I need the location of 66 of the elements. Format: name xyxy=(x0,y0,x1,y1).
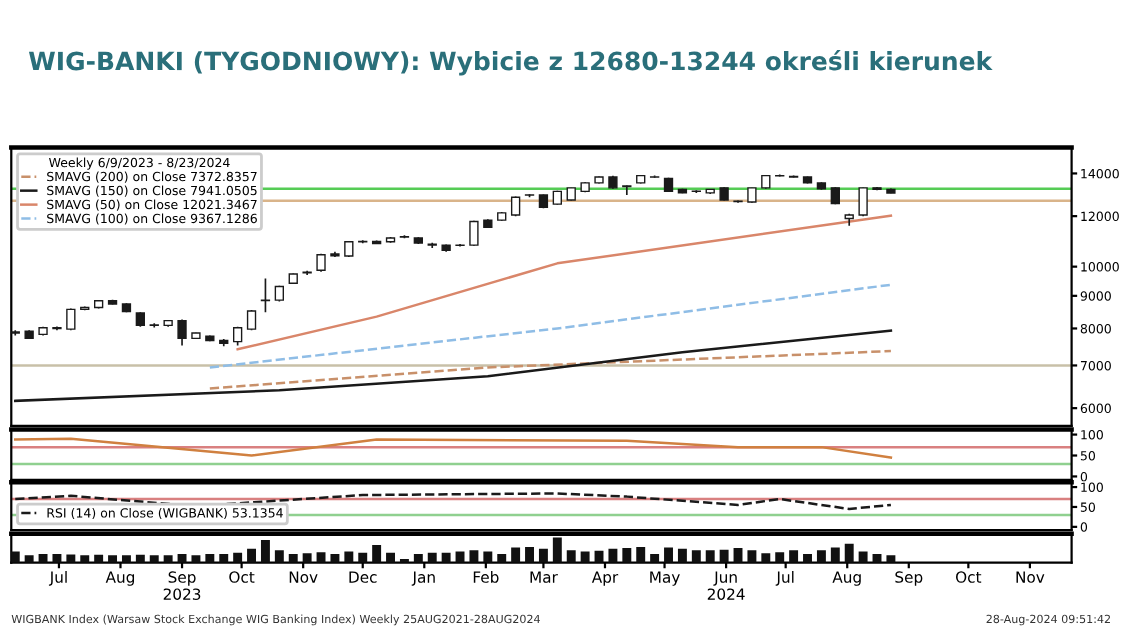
bar xyxy=(816,550,826,563)
bar xyxy=(358,552,368,563)
line-series xyxy=(14,492,893,511)
bar xyxy=(441,552,451,563)
bar xyxy=(525,547,534,563)
line-series xyxy=(14,437,893,459)
bar xyxy=(24,555,34,563)
bar xyxy=(302,553,312,563)
bar xyxy=(219,553,229,563)
bar xyxy=(121,555,131,563)
bar xyxy=(608,548,618,563)
bar xyxy=(789,550,799,563)
bar xyxy=(80,555,90,563)
bar xyxy=(580,551,590,563)
bar xyxy=(830,547,840,563)
bar xyxy=(386,552,395,563)
candlestick xyxy=(858,186,868,217)
bar xyxy=(511,547,521,563)
bar xyxy=(483,551,493,563)
line-series xyxy=(14,329,893,403)
bar xyxy=(316,552,326,563)
bar xyxy=(247,548,257,563)
bar xyxy=(66,554,76,563)
bar xyxy=(497,553,507,563)
bar xyxy=(274,550,284,563)
bar xyxy=(691,550,701,563)
bar xyxy=(622,548,632,563)
bar xyxy=(469,550,479,563)
bar xyxy=(288,553,298,563)
bar xyxy=(677,548,687,563)
chart-title: WIG-BANKI (TYGODNIOWY): Wybicie z 12680-13244 określi kierunek xyxy=(28,50,993,76)
bar xyxy=(538,548,548,563)
bar xyxy=(858,551,868,563)
bar xyxy=(52,553,62,563)
bar xyxy=(413,553,423,563)
bar xyxy=(38,553,48,563)
bar xyxy=(844,543,854,563)
candlestick xyxy=(260,277,271,314)
bar xyxy=(372,545,382,563)
bar xyxy=(260,540,270,563)
bar xyxy=(108,555,118,563)
bar xyxy=(747,550,757,563)
bar xyxy=(775,552,785,563)
bar xyxy=(330,553,340,563)
bar xyxy=(664,547,673,563)
bar xyxy=(427,552,437,563)
bar xyxy=(344,551,354,563)
bar xyxy=(719,549,729,563)
bar xyxy=(761,553,771,563)
bar xyxy=(636,547,646,563)
bar xyxy=(177,553,187,563)
candlestick xyxy=(177,318,187,347)
bar xyxy=(552,537,562,563)
bar xyxy=(650,553,660,563)
candlestick xyxy=(622,184,632,196)
bar xyxy=(11,551,20,563)
bar xyxy=(163,555,173,563)
bar xyxy=(705,550,715,563)
bar xyxy=(233,552,243,563)
bar xyxy=(803,553,812,563)
bar xyxy=(205,553,215,563)
bar xyxy=(191,555,201,563)
bar xyxy=(566,550,576,563)
bar xyxy=(149,555,159,563)
candlestick xyxy=(469,219,479,247)
bar xyxy=(886,555,896,563)
